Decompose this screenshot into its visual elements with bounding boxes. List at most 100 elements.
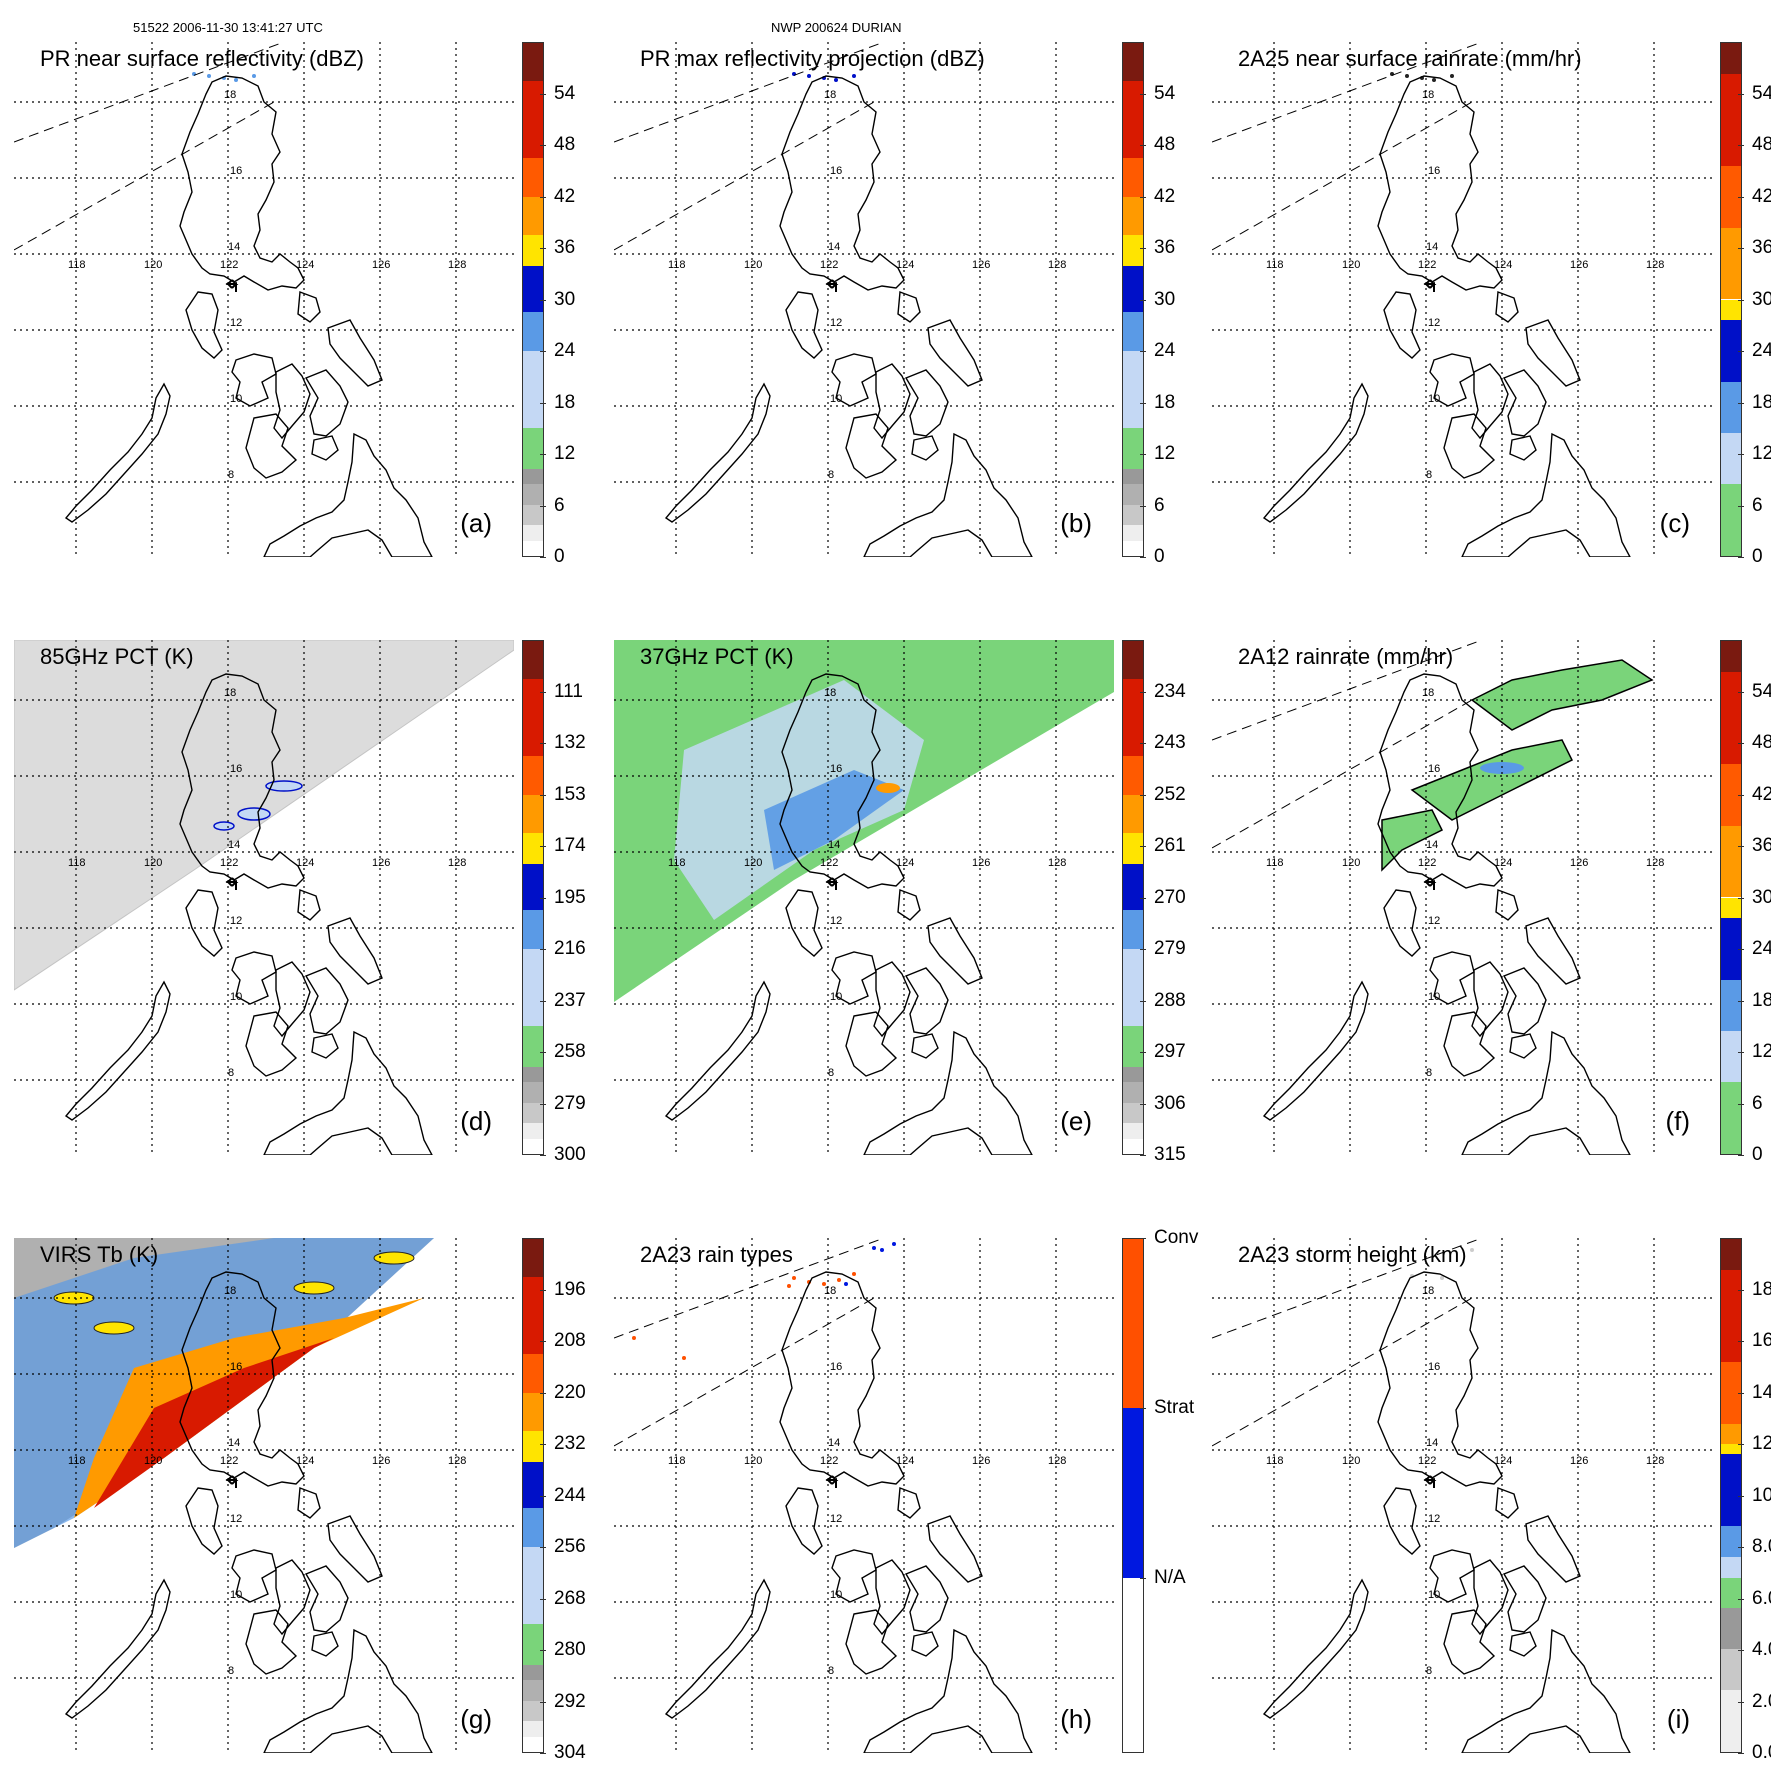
longitude-label: 118	[1266, 857, 1284, 869]
coastline	[873, 961, 911, 1038]
colorbar-segment	[523, 427, 543, 469]
coastline	[297, 1487, 321, 1519]
colorbar-tick-label: 4.0	[1737, 1639, 1771, 1661]
coastline	[231, 353, 277, 407]
longitude-label: 126	[972, 1455, 990, 1467]
colorbar-segment	[1721, 671, 1741, 765]
echo-point	[207, 74, 211, 78]
coastline	[927, 1515, 983, 1583]
rain-type-point	[892, 1242, 896, 1246]
city-marker	[225, 279, 239, 292]
colorbar-tick-label: 42	[1139, 185, 1176, 207]
colorbar-tick-label: 12	[1737, 443, 1771, 465]
colorbar-segment	[523, 1025, 543, 1067]
colorbar-tick-label: 244	[540, 1484, 586, 1506]
coastline	[1509, 1033, 1537, 1059]
colorbar-segment	[1721, 1557, 1741, 1578]
latitude-label: 14	[228, 241, 240, 253]
panel-title: VIRS Tb (K)	[40, 1242, 159, 1267]
colorbar-tick-label: 0.0	[1737, 1742, 1771, 1764]
longitude-label: 122	[220, 857, 238, 869]
colorbar-segment	[1721, 1423, 1741, 1445]
longitude-label: 128	[1048, 857, 1066, 869]
longitude-label: 120	[1342, 857, 1360, 869]
colorbar-segment	[523, 1664, 543, 1681]
coastline	[1377, 1271, 1503, 1487]
city-marker	[225, 877, 239, 890]
coastline	[1443, 1609, 1496, 1675]
colorbar-tick-label: 232	[540, 1433, 586, 1454]
map-canvas: 118 120 122 124 126 128 18 16 14 12 10 8	[614, 42, 1114, 557]
colorbar-segment	[1721, 1608, 1741, 1650]
coastline	[904, 369, 949, 437]
colorbar-tick-label: 237	[540, 989, 586, 1011]
panel-letter: (a)	[460, 508, 492, 538]
coastline	[927, 917, 983, 985]
colorbar-segment	[1721, 484, 1741, 556]
map-area: 118 120 122 124 126 128 18 16 14 12 10 8 2A23 rain t…	[614, 1238, 1114, 1753]
echo-point	[807, 74, 811, 78]
coastline	[1502, 369, 1547, 437]
colorbar-segment	[1123, 196, 1143, 236]
colorbar-segment	[1123, 794, 1143, 834]
colorbar-tick-label: 258	[540, 1041, 586, 1062]
colorbar	[1720, 1238, 1742, 1753]
longitude-label: 124	[1494, 1455, 1512, 1467]
colorbar-segment	[523, 1066, 543, 1083]
colorbar-tick-label: 30	[539, 288, 576, 310]
coastline	[831, 353, 877, 407]
pct37-hot	[876, 783, 900, 793]
colorbar-tick-label: 42	[1737, 186, 1771, 208]
city-marker	[825, 279, 839, 292]
coastline	[911, 435, 939, 461]
coastline	[845, 413, 898, 479]
coastline	[904, 1565, 949, 1633]
coastline	[273, 363, 311, 440]
latitude-label: 14	[828, 241, 840, 253]
panel-title: PR near surface reflectivity (dBZ)	[40, 46, 364, 71]
colorbar-segment	[1123, 679, 1143, 757]
longitude-label: 128	[1646, 259, 1664, 271]
colorbar-segment	[1123, 910, 1143, 949]
colorbar	[1122, 640, 1144, 1155]
panel-title: 2A25 near surface rainrate (mm/hr)	[1238, 46, 1582, 71]
colorbar-segment	[1123, 864, 1143, 911]
colorbar-segment	[523, 1462, 543, 1509]
coastline	[263, 1628, 433, 1753]
latitude-label: 16	[830, 1361, 842, 1373]
colorbar-tick-label: 54	[1139, 82, 1176, 104]
colorbar-tick-label: 42	[1737, 784, 1771, 806]
latitude-label: 8	[228, 469, 234, 481]
colorbar-segment	[1721, 227, 1741, 300]
colorbar-segment	[1721, 1082, 1741, 1154]
colorbar-segment	[523, 1508, 543, 1547]
coastline	[845, 1011, 898, 1077]
colorbar-segment	[523, 158, 543, 197]
colorbar-segment	[1721, 299, 1741, 321]
colorbar-segment	[523, 525, 543, 541]
colorbar-segment	[523, 196, 543, 236]
colorbar-segment	[1721, 432, 1741, 485]
latitude-label: 12	[230, 915, 242, 927]
rain-type-point	[880, 1248, 884, 1252]
coastline	[845, 1609, 898, 1675]
longitude-label: 128	[448, 857, 466, 869]
colorbar-segment	[1721, 320, 1741, 382]
storm-height-point	[1440, 1276, 1444, 1280]
colorbar-segment	[1721, 1362, 1741, 1424]
colorbar-tick-label: 111	[540, 680, 583, 702]
longitude-label: 126	[1570, 857, 1588, 869]
latitude-label: 16	[230, 1361, 242, 1373]
coastline	[897, 291, 921, 323]
latitude-label: 10	[830, 1589, 842, 1601]
latitude-label: 8	[828, 1665, 834, 1677]
coastline	[1383, 889, 1421, 957]
colorbar	[522, 42, 544, 557]
longitude-label: 126	[1570, 1455, 1588, 1467]
coastline	[1443, 413, 1496, 479]
coastline	[1429, 353, 1475, 407]
colorbar-segment	[1123, 1577, 1143, 1752]
colorbar-segment	[1721, 897, 1741, 919]
echo-point	[792, 72, 796, 76]
longitude-label: 124	[296, 259, 314, 271]
